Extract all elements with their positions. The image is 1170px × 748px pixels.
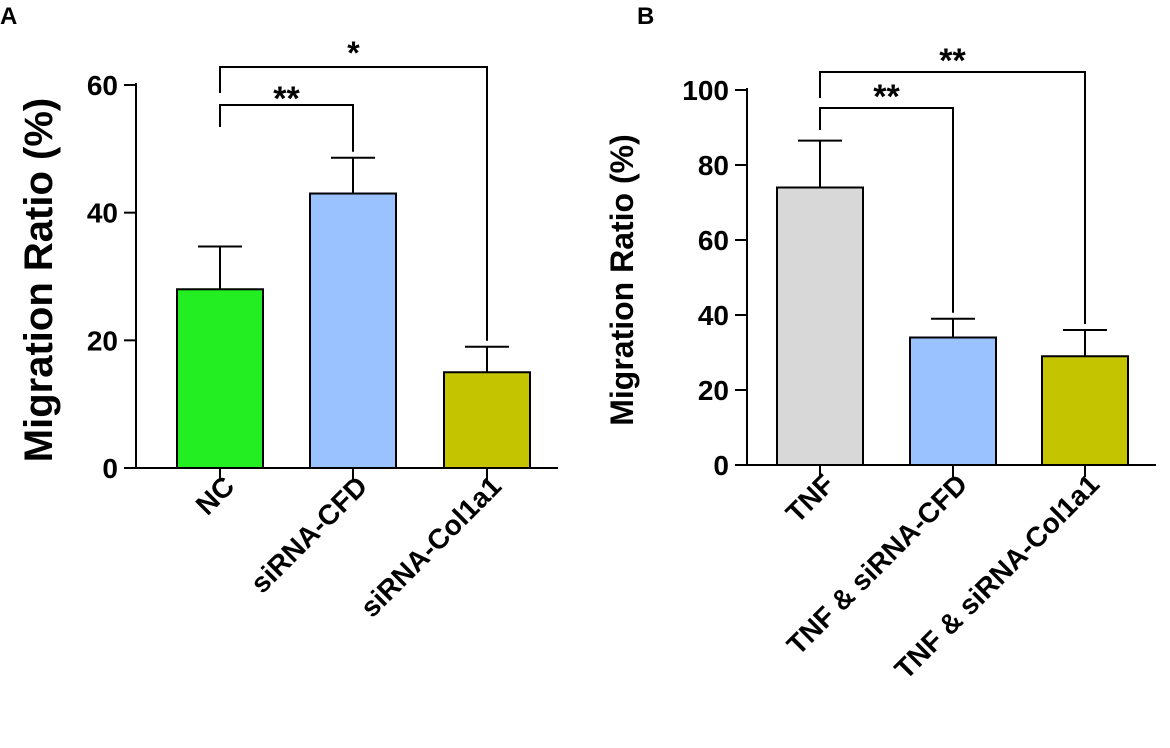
panel-a-y-tick-label: 60 xyxy=(87,70,118,101)
panel-b-y-tick-label: 40 xyxy=(698,300,729,331)
panel-b-y-tick-label: 100 xyxy=(682,75,729,106)
panel-b-y-tick-label: 20 xyxy=(698,375,729,406)
panel-a-significance-label: * xyxy=(347,35,360,71)
panel-b-significance-label: ** xyxy=(939,42,966,80)
panel-b-bar xyxy=(776,186,864,466)
panel-a-category-label: NC xyxy=(190,470,241,521)
panel-b-bar xyxy=(909,336,997,466)
panel-b-y-tick-label: 0 xyxy=(713,450,729,481)
panel-b-significance-bracket xyxy=(819,107,954,313)
panel-a-bar xyxy=(176,288,264,469)
panel-b-bar xyxy=(1041,355,1129,466)
panel-a: A Migration Ratio (%) 0 20 40 60 NC siRNA-CFD… xyxy=(0,3,558,623)
panel-b-category-label: TNF xyxy=(780,468,840,528)
panel-a-y-axis-label: Migration Ratio (%) xyxy=(17,98,61,462)
panel-b-y-tick-label: 60 xyxy=(698,225,729,256)
panel-a-y-tick-label: 20 xyxy=(87,325,118,356)
panel-a-bar xyxy=(309,192,397,469)
panel-b: B Migration Ratio (%) 020406080100TNFTNF… xyxy=(604,3,1156,685)
panel-a-category-label: siRNA-CFD xyxy=(245,470,374,599)
panel-a-significance-bracket xyxy=(219,66,488,341)
panel-a-significance-label: ** xyxy=(273,80,300,118)
panel-a-y-tick-label: 0 xyxy=(102,453,118,484)
panel-a-y-tick-label: 40 xyxy=(87,198,118,229)
panel-a-significance-bracket xyxy=(219,104,354,152)
panel-b-y-axis-label: Migration Ratio (%) xyxy=(604,134,640,426)
panel-a-category-label: siRNA-Col1a1 xyxy=(354,470,507,623)
panel-a-bar xyxy=(443,371,531,469)
panel-b-significance-bracket xyxy=(819,71,1086,324)
panel-b-letter: B xyxy=(637,3,654,30)
panel-b-y-tick-label: 80 xyxy=(698,150,729,181)
panel-a-letter: A xyxy=(0,3,17,30)
panel-b-significance-label: ** xyxy=(873,78,900,116)
